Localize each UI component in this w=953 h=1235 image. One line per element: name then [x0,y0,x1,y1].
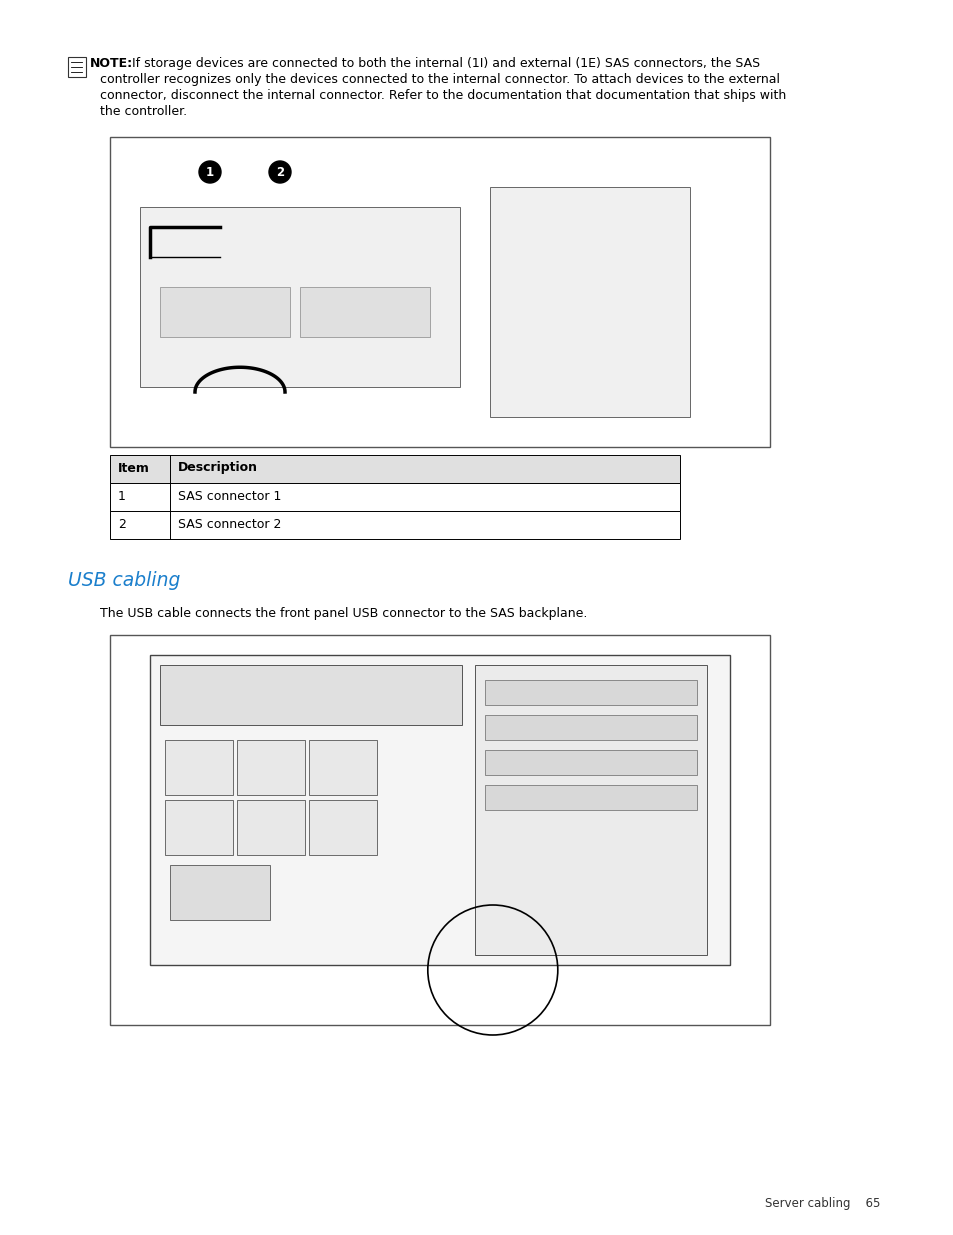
Text: 1: 1 [118,489,126,503]
Bar [165,800,233,855]
Bar [140,207,459,387]
Text: If storage devices are connected to both the internal (1I) and external (1E) SAS: If storage devices are connected to both… [132,57,760,70]
Bar [490,186,689,417]
Text: SAS connector 2: SAS connector 2 [178,517,281,531]
Bar [484,680,696,705]
Bar [309,740,376,795]
Text: 1: 1 [206,165,213,179]
Bar [475,664,706,955]
Bar [236,800,305,855]
Bar [165,740,233,795]
Text: connector, disconnect the internal connector. Refer to the documentation that do: connector, disconnect the internal conne… [100,89,785,103]
Text: Item: Item [118,462,150,474]
Text: The USB cable connects the front panel USB connector to the SAS backplane.: The USB cable connects the front panel U… [100,606,587,620]
Bar [110,137,769,447]
Text: USB cabling: USB cabling [68,571,180,590]
Bar [484,715,696,740]
Bar [160,664,461,725]
Bar [170,864,270,920]
Text: Description: Description [178,462,257,474]
Text: SAS connector 1: SAS connector 1 [178,489,281,503]
Bar [160,287,290,337]
Bar [110,511,679,538]
Text: 2: 2 [118,517,126,531]
Bar [110,454,679,483]
Bar [68,57,86,77]
Bar [484,750,696,776]
Circle shape [199,161,221,183]
Bar [236,740,305,795]
Text: controller recognizes only the devices connected to the internal connector. To a: controller recognizes only the devices c… [100,73,780,86]
Bar [309,800,376,855]
Bar [110,483,679,511]
Text: NOTE:: NOTE: [90,57,133,70]
Circle shape [269,161,291,183]
Text: the controller.: the controller. [100,105,187,119]
Text: Server cabling    65: Server cabling 65 [763,1197,879,1210]
Bar [110,635,769,1025]
Text: 2: 2 [275,165,284,179]
Bar [484,785,696,810]
Bar [299,287,430,337]
Bar [150,655,729,965]
